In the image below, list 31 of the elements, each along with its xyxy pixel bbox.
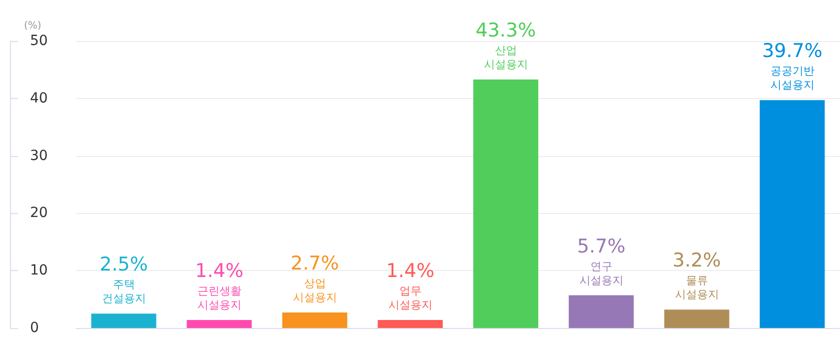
- data-label: 1.4%: [195, 260, 244, 282]
- y-tick-label: 10: [30, 262, 48, 279]
- data-label: 39.7%: [762, 40, 822, 62]
- x-tick-label: 공공기반 시설용지: [770, 64, 814, 92]
- bar: [378, 320, 443, 328]
- bar: [186, 320, 252, 328]
- bar: [282, 312, 348, 328]
- x-tick-label: 연구 시설용지: [579, 260, 624, 287]
- bar: [473, 79, 538, 328]
- bar: [91, 314, 156, 328]
- data-label: 2.5%: [100, 254, 148, 276]
- x-tick-label: 주택 건설용지: [102, 278, 146, 306]
- x-tick-label: 상업 시설용지: [292, 277, 337, 304]
- bar: [568, 295, 634, 328]
- bar: [664, 310, 730, 328]
- data-label: 3.2%: [672, 250, 721, 272]
- y-tick-label: 40: [30, 90, 48, 106]
- data-label: 2.7%: [290, 252, 339, 274]
- data-label: 43.3%: [476, 19, 536, 42]
- data-label: 1.4%: [386, 260, 434, 282]
- y-tick-label: 20: [30, 205, 48, 222]
- y-tick-label: 30: [30, 148, 48, 164]
- x-tick-label: 업무 시설용지: [388, 284, 432, 312]
- x-tick-label: 근린생활 시설용지: [197, 284, 242, 312]
- data-label: 5.7%: [577, 235, 626, 258]
- y-tick-label: 50: [30, 33, 48, 49]
- x-tick-label: 산업 시설용지: [484, 44, 528, 71]
- bar: [760, 100, 825, 328]
- y-tick-label: 0: [30, 320, 39, 336]
- y-axis-title: (%): [24, 20, 42, 32]
- x-tick-label: 물류 시설용지: [674, 274, 719, 302]
